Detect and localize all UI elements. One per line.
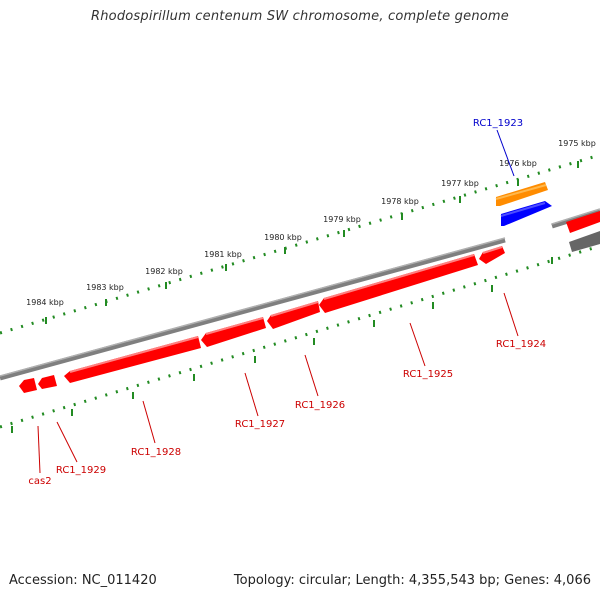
label-rc1-1923[interactable]: RC1_1923	[473, 118, 523, 129]
gene-red-edge[interactable]	[566, 211, 600, 233]
label-rc1-1927[interactable]: RC1_1927	[235, 419, 285, 430]
scale-labels: 1975 kbp 1976 kbp 1977 kbp 1978 kbp 1979…	[26, 139, 596, 307]
gene-cas2[interactable]	[19, 378, 37, 393]
gene-rc1-1929[interactable]	[38, 375, 57, 389]
outer-scale-major-ticks	[45, 161, 579, 324]
scale-label-1982: 1982 kbp	[145, 267, 183, 276]
leader-rc1-1924	[503, 292, 519, 337]
genome-summary-text: Topology: circular; Length: 4,355,543 bp…	[233, 573, 591, 588]
scale-label-1976: 1976 kbp	[499, 159, 537, 168]
leader-lines	[37, 129, 519, 474]
scale-label-1984: 1984 kbp	[26, 298, 64, 307]
scale-label-1981: 1981 kbp	[204, 250, 242, 259]
leader-rc1-1927	[244, 372, 259, 417]
scale-label-1979: 1979 kbp	[323, 215, 361, 224]
label-rc1-1926[interactable]: RC1_1926	[295, 400, 345, 411]
label-rc1-1925[interactable]: RC1_1925	[403, 369, 453, 380]
gene-rc1-1925-highlight	[323, 254, 475, 300]
scale-label-1975: 1975 kbp	[558, 139, 596, 148]
outer-scale-track	[0, 153, 600, 335]
minus-strand-genes	[19, 246, 505, 393]
gene-rc1-1923-highlight	[500, 202, 546, 217]
label-rc1-1924[interactable]: RC1_1924	[496, 339, 546, 350]
backbone-right-highlight	[551, 208, 600, 225]
gene-rc1-1924-highlight	[482, 246, 503, 254]
accession-text: Accession: NC_011420	[9, 573, 157, 588]
label-rc1-1929[interactable]: RC1_1929	[56, 465, 106, 476]
gene-rc1-1926-highlight	[270, 301, 319, 317]
gene-orange-highlight	[495, 184, 547, 200]
gene-rc1-1926[interactable]	[267, 301, 320, 329]
map-title: Rhodospirillum centenum SW chromosome, c…	[91, 9, 509, 24]
gene-rc1-1923[interactable]	[501, 201, 552, 226]
leader-rc1-1928	[142, 400, 156, 444]
leader-rc1-1926	[304, 354, 319, 397]
gene-gray-edge[interactable]	[569, 231, 600, 252]
leader-rc1-1929	[56, 421, 78, 463]
backbone-left	[0, 237, 506, 381]
backbone-left-highlight	[0, 237, 506, 377]
inner-scale-track	[0, 244, 600, 433]
gene-rc1-1927-highlight	[205, 317, 264, 335]
leader-rc1-1923	[496, 129, 515, 177]
scale-label-1983: 1983 kbp	[86, 283, 124, 292]
backbone-right	[551, 208, 600, 229]
gene-rc1-1928[interactable]	[64, 336, 201, 383]
gene-rc1-1924[interactable]	[479, 246, 505, 264]
gene-rc1-1928-highlight	[69, 336, 199, 373]
leader-cas2	[37, 425, 41, 474]
scale-label-1980: 1980 kbp	[264, 233, 302, 242]
gene-rc1-1927[interactable]	[201, 317, 266, 347]
label-rc1-1928[interactable]: RC1_1928	[131, 447, 181, 458]
outer-scale-minor-ticks	[0, 153, 600, 335]
scale-label-1978: 1978 kbp	[381, 197, 419, 206]
scale-label-1977: 1977 kbp	[441, 179, 479, 188]
leader-rc1-1925	[409, 322, 426, 367]
inner-scale-major-ticks	[11, 257, 553, 433]
gene-rc1-1925[interactable]	[319, 254, 478, 313]
label-cas2[interactable]: cas2	[28, 476, 51, 487]
